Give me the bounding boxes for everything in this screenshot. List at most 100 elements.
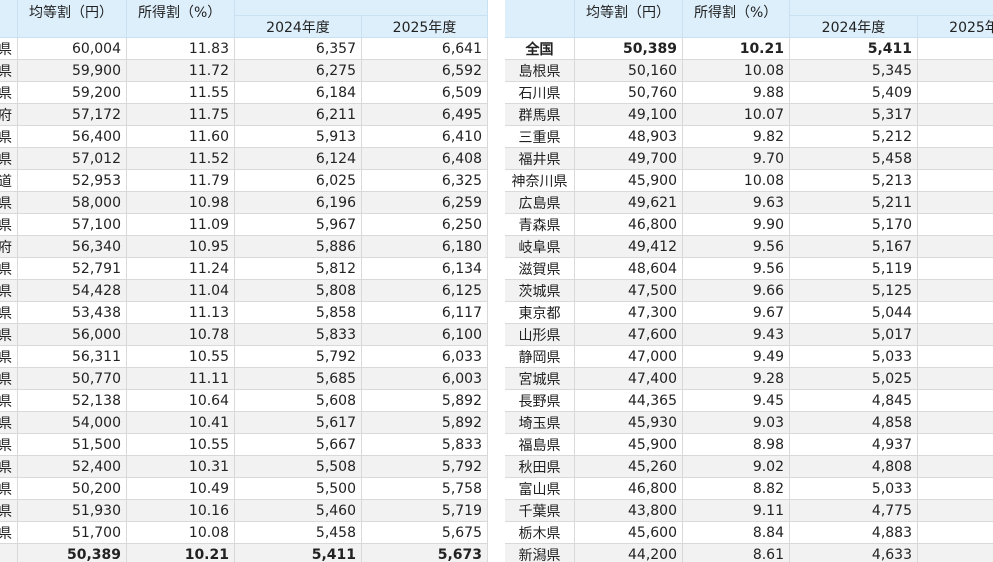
data-cell: 10.98 [127,192,235,214]
data-cell [918,434,993,456]
data-cell: 9.56 [683,236,790,258]
data-cell: 5,675 [362,522,488,544]
row-label: 県 [0,280,18,302]
data-cell: 5,017 [790,324,918,346]
data-cell: 45,260 [575,456,683,478]
row-label: 広島県 [505,192,575,214]
row-label: 県 [0,412,18,434]
data-cell: 49,412 [575,236,683,258]
data-cell: 6,592 [362,60,488,82]
row-label: 青森県 [505,214,575,236]
data-cell: 10.55 [127,434,235,456]
data-cell: 9.02 [683,456,790,478]
data-cell: 5,025 [790,368,918,390]
data-cell: 9.63 [683,192,790,214]
data-cell: 51,500 [18,434,127,456]
data-cell: 9.67 [683,302,790,324]
data-cell: 5,170 [790,214,918,236]
data-cell: 10.49 [127,478,235,500]
data-cell: 50,760 [575,82,683,104]
data-cell: 11.75 [127,104,235,126]
data-cell: 43,800 [575,500,683,522]
data-cell: 6,180 [362,236,488,258]
data-cell: 60,004 [18,38,127,60]
row-label: 県 [0,38,18,60]
data-cell: 56,000 [18,324,127,346]
data-cell: 50,389 [575,38,683,60]
data-cell: 9.82 [683,126,790,148]
data-cell: 5,458 [235,522,362,544]
data-cell: 5,667 [235,434,362,456]
row-label: 福島県 [505,434,575,456]
data-cell: 5,858 [235,302,362,324]
data-cell: 52,953 [18,170,127,192]
data-cell: 6,259 [362,192,488,214]
data-cell: 5,125 [790,280,918,302]
data-cell: 5,119 [790,258,918,280]
data-cell: 10.64 [127,390,235,412]
row-label: 栃木県 [505,522,575,544]
data-cell [918,148,993,170]
data-cell: 47,300 [575,302,683,324]
data-cell: 5,808 [235,280,362,302]
data-cell: 9.43 [683,324,790,346]
data-cell: 9.56 [683,258,790,280]
data-cell: 51,930 [18,500,127,522]
data-cell: 5,033 [790,478,918,500]
row-label: 茨城県 [505,280,575,302]
data-cell: 45,900 [575,170,683,192]
row-label: 県 [0,60,18,82]
row-label [0,544,18,562]
data-cell: 54,428 [18,280,127,302]
data-cell: 5,673 [362,544,488,562]
header-cell: 所得割（%） [127,0,235,38]
data-cell: 49,700 [575,148,683,170]
data-cell: 44,200 [575,544,683,562]
data-cell: 5,886 [235,236,362,258]
row-label: 府 [0,104,18,126]
data-cell: 46,800 [575,478,683,500]
data-cell: 59,200 [18,82,127,104]
data-cell: 10.31 [127,456,235,478]
data-cell [918,324,993,346]
data-cell [918,60,993,82]
row-label: 長野県 [505,390,575,412]
data-cell: 11.79 [127,170,235,192]
data-cell: 6,275 [235,60,362,82]
data-cell: 8.98 [683,434,790,456]
data-cell: 9.88 [683,82,790,104]
row-label: 県 [0,192,18,214]
data-cell: 10.07 [683,104,790,126]
row-label: 県 [0,434,18,456]
row-label: 石川県 [505,82,575,104]
data-cell: 11.13 [127,302,235,324]
header-cell: 2024年度 [790,16,918,38]
data-cell [918,302,993,324]
data-cell: 9.49 [683,346,790,368]
data-cell: 6,117 [362,302,488,324]
data-cell [918,412,993,434]
data-cell: 4,858 [790,412,918,434]
data-cell: 8.61 [683,544,790,562]
data-cell: 5,719 [362,500,488,522]
data-cell: 10.08 [683,60,790,82]
data-cell: 5,892 [362,390,488,412]
row-label: 山形県 [505,324,575,346]
row-label: 県 [0,478,18,500]
data-cell: 50,160 [575,60,683,82]
row-label: 県 [0,82,18,104]
data-cell [918,478,993,500]
data-cell: 48,604 [575,258,683,280]
data-cell: 5,833 [235,324,362,346]
data-cell: 6,250 [362,214,488,236]
data-cell: 9.66 [683,280,790,302]
data-cell: 5,167 [790,236,918,258]
data-cell: 6,196 [235,192,362,214]
data-cell: 10.95 [127,236,235,258]
data-cell: 57,172 [18,104,127,126]
data-cell: 11.52 [127,148,235,170]
row-label: 新潟県 [505,544,575,562]
data-cell: 4,845 [790,390,918,412]
data-cell: 11.55 [127,82,235,104]
